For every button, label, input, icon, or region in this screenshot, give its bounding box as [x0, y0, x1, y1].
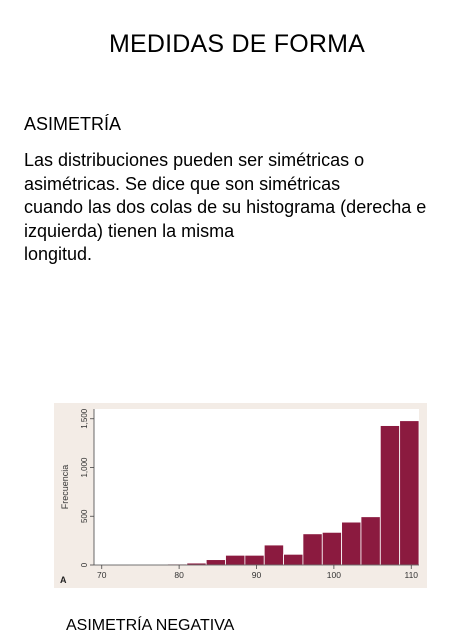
histogram-figure: 70 80 90 100 110 0 500 1,000 1,500 Frecuencia A	[54, 403, 427, 588]
y-tick-label: 0	[80, 562, 89, 567]
body-line: izquierda) tienen la misma	[24, 220, 464, 244]
histogram-bar	[380, 426, 399, 565]
y-axis-label: Frecuencia	[60, 465, 70, 510]
histogram-bar	[226, 555, 245, 565]
body-line: cuando las dos colas de su histograma (d…	[24, 196, 464, 220]
histogram-bar	[284, 554, 303, 565]
histogram-bar	[361, 517, 380, 565]
x-tick-label: 110	[404, 570, 418, 580]
y-tick-label: 500	[80, 509, 89, 523]
body-paragraph: Las distribuciones pueden ser simétricas…	[24, 149, 464, 267]
figure-caption: ASIMETRÍA NEGATIVA	[66, 617, 234, 635]
x-tick-label: 100	[327, 570, 341, 580]
slide-title: MEDIDAS DE FORMA	[0, 30, 474, 59]
histogram-chart: 70 80 90 100 110 0 500 1,000 1,500 Frecuencia A	[54, 403, 427, 588]
histogram-bar	[245, 555, 264, 565]
section-heading: ASIMETRÍA	[24, 114, 121, 135]
histogram-bar	[342, 522, 361, 565]
y-tick-label: 1,000	[80, 457, 89, 478]
histogram-bar	[400, 421, 419, 565]
histogram-bar	[303, 534, 322, 565]
panel-label: A	[60, 575, 67, 585]
y-tick-label: 1,500	[80, 408, 89, 429]
body-line: longitud.	[24, 243, 464, 267]
x-tick-label: 90	[252, 570, 262, 580]
body-line: Las distribuciones pueden ser simétricas…	[24, 149, 464, 173]
histogram-bar	[322, 532, 341, 565]
body-line: asimétricas. Se dice que son simétricas	[24, 173, 464, 197]
x-tick-label: 80	[174, 570, 184, 580]
histogram-bar	[264, 545, 283, 565]
histogram-bar	[206, 560, 225, 565]
x-tick-label: 70	[97, 570, 107, 580]
